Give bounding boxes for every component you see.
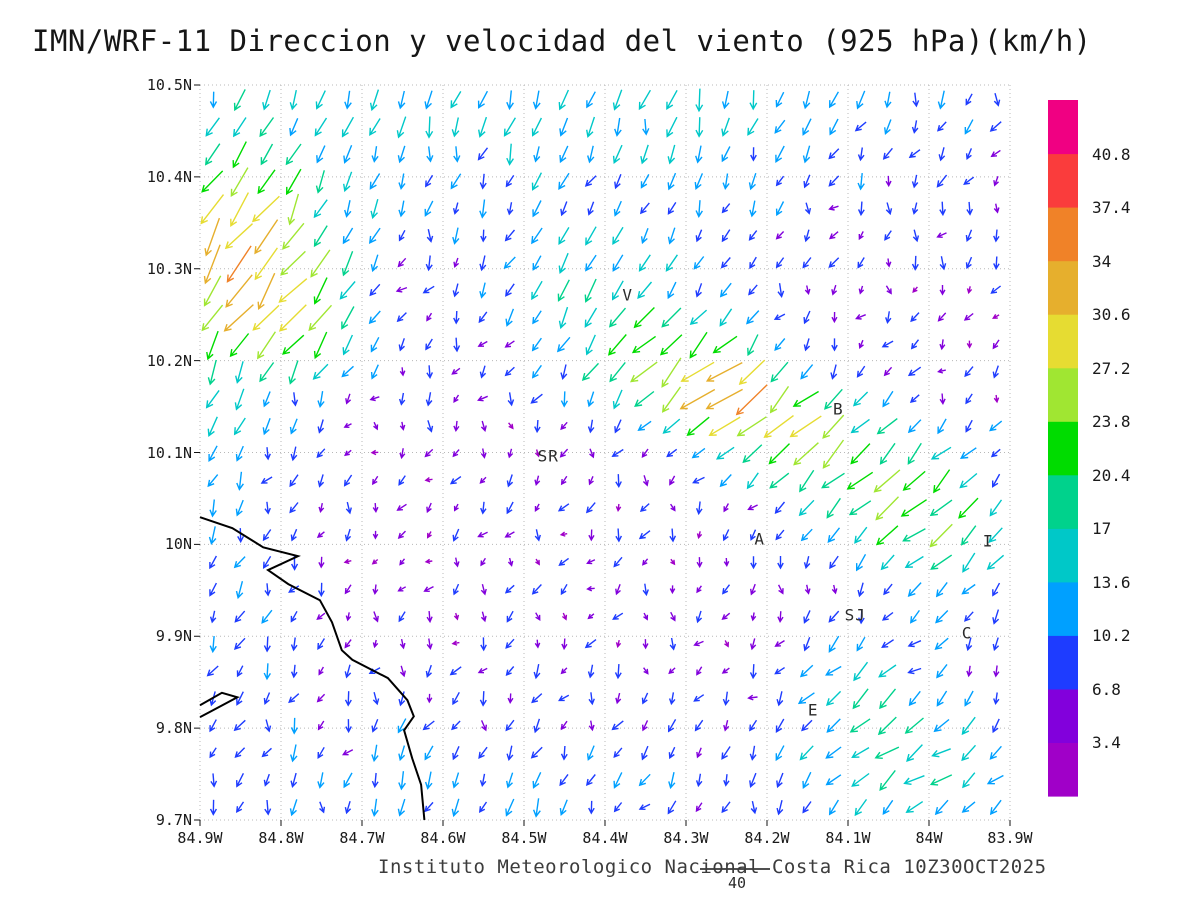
lat-tick-label: 10.3N — [146, 259, 192, 278]
lon-tick-label: 83.9W — [987, 829, 1033, 847]
figure-caption: Instituto Meteorologico Nacional Costa R… — [378, 856, 1047, 878]
lat-tick-label: 10.4N — [146, 167, 192, 186]
lon-tick-label: 84.8W — [258, 829, 304, 847]
colorbar-tick-label: 37.4 — [1092, 198, 1131, 218]
lat-tick-label: 9.8N — [155, 719, 192, 738]
colorbar-tick-label: 3.4 — [1092, 733, 1121, 753]
lat-tick-label: 10.1N — [146, 443, 192, 462]
colorbar-tick-label: 23.8 — [1092, 412, 1131, 432]
colorbar-segment — [1048, 688, 1078, 743]
lon-tick-label: 84.3W — [663, 829, 709, 847]
coastline-path — [199, 691, 240, 718]
lon-tick-label: 84.9W — [177, 829, 223, 847]
colorbar-segment — [1048, 635, 1078, 690]
colorbar-segment — [1048, 528, 1078, 583]
colorbar-tick-label: 17 — [1092, 519, 1112, 539]
colorbar-tick-label: 30.6 — [1092, 305, 1131, 325]
colorbar-segment — [1048, 581, 1078, 636]
station-label-i: I — [982, 531, 994, 551]
colorbar-tick-label: 27.2 — [1092, 358, 1131, 378]
colorbar-segment — [1048, 153, 1078, 208]
lat-tick-label: 9.7N — [155, 811, 192, 829]
colorbar-tick-label: 40.8 — [1092, 144, 1131, 164]
lon-tick-label: 84.5W — [501, 829, 547, 847]
colorbar — [1048, 100, 1078, 797]
colorbar-segment — [1048, 314, 1078, 369]
lon-tick-label: 84.4W — [582, 829, 628, 847]
colorbar-segment — [1048, 421, 1078, 476]
colorbar-segment — [1048, 742, 1078, 797]
lon-tick-label: 84.7W — [339, 829, 385, 847]
station-label-c: C — [961, 623, 973, 643]
colorbar-segment — [1048, 207, 1078, 262]
figure-title: IMN/WRF-11 Direccion y velocidad del vie… — [32, 24, 1092, 58]
colorbar-segment — [1048, 367, 1078, 422]
coastline-path — [199, 516, 426, 821]
lon-tick-label: 84.6W — [420, 829, 466, 847]
coastline-layer — [199, 516, 426, 821]
station-label-a: A — [754, 529, 766, 549]
colorbar-segment — [1048, 474, 1078, 529]
colorbar-tick-label: 10.2 — [1092, 626, 1131, 646]
colorbar-segment — [1048, 100, 1078, 155]
colorbar-tick-label: 6.8 — [1092, 679, 1121, 699]
station-label-v: V — [622, 285, 633, 305]
axis-tick-layer — [194, 84, 1011, 826]
lat-tick-label: 10N — [164, 535, 192, 554]
lat-tick-label: 10.5N — [146, 76, 192, 94]
colorbar-segment — [1048, 260, 1078, 315]
colorbar-tick-label: 13.6 — [1092, 572, 1131, 592]
station-label-sr: SR — [537, 446, 559, 466]
reference-vector-label: 40 — [727, 874, 747, 892]
lat-tick-label: 9.9N — [155, 627, 192, 646]
station-label-sj: SJ — [844, 605, 866, 625]
station-label-b: B — [832, 399, 844, 419]
lon-tick-label: 84.2W — [744, 829, 790, 847]
lon-tick-label: 84.1W — [825, 829, 871, 847]
wind-vector-layer — [200, 88, 1005, 818]
lon-tick-label: 84W — [915, 829, 943, 847]
lat-tick-label: 10.2N — [146, 351, 192, 370]
colorbar-tick-label: 34 — [1092, 251, 1112, 271]
station-label-e: E — [807, 700, 819, 720]
colorbar-tick-label: 20.4 — [1092, 465, 1131, 485]
